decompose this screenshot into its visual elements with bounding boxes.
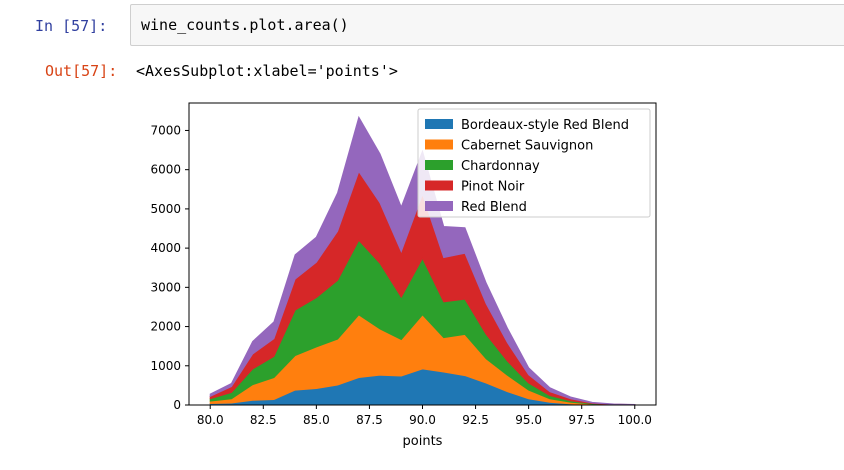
code-input-cell[interactable]: wine_counts.plot.area(): [130, 4, 844, 46]
x-tick-label: 97.5: [568, 413, 595, 427]
legend-label: Cabernet Sauvignon: [461, 139, 593, 154]
y-tick-label: 2000: [150, 320, 181, 334]
y-tick-label: 6000: [150, 163, 181, 177]
input-prompt: In [57]:: [35, 17, 108, 35]
x-tick-label: 87.5: [356, 413, 383, 427]
output-prompt: Out[57]:: [45, 62, 118, 80]
area-chart: 80.0 82.5 85.0 87.5 90.0 92.5 95.0 97.5 100.0 0 1…: [150, 102, 657, 449]
y-tick-label: 7000: [150, 123, 181, 137]
legend-swatch: [425, 139, 453, 150]
x-tick-label: 80.0: [197, 413, 224, 427]
legend-swatch: [425, 119, 453, 129]
x-tick-label: 95.0: [515, 413, 542, 427]
legend-label: Bordeaux-style Red Blend: [461, 118, 629, 133]
legend-swatch: [425, 160, 453, 170]
x-tick-label: 100.0: [618, 413, 652, 427]
y-tick-label: 3000: [150, 280, 181, 294]
x-tick-label: 85.0: [303, 413, 330, 427]
x-tick-label: 82.5: [250, 413, 277, 427]
x-axis: 80.0 82.5 85.0 87.5 90.0 92.5 95.0 97.5 100.0: [197, 405, 652, 427]
legend-label: Chardonnay: [461, 159, 540, 174]
y-tick-label: 4000: [150, 241, 181, 255]
x-axis-label: points: [403, 434, 443, 449]
x-tick-label: 92.5: [462, 413, 489, 427]
y-tick-label: 5000: [150, 202, 181, 216]
legend-box: [417, 108, 651, 218]
code-text: wine_counts.plot.area(): [141, 16, 349, 34]
y-tick-label: 0: [173, 398, 181, 412]
y-axis: 0 1000 2000 3000 4000 5000 6000 7000: [150, 123, 189, 412]
legend-label: Pinot Noir: [461, 180, 525, 195]
legend-swatch: [425, 201, 453, 211]
legend: Bordeaux-style Red Blend Cabernet Sauvign…: [417, 108, 651, 218]
legend-label: Red Blend: [461, 200, 527, 215]
y-tick-label: 1000: [150, 359, 181, 373]
x-tick-label: 90.0: [409, 413, 436, 427]
output-text: <AxesSubplot:xlabel='points'>: [136, 62, 398, 80]
legend-swatch: [425, 180, 453, 191]
